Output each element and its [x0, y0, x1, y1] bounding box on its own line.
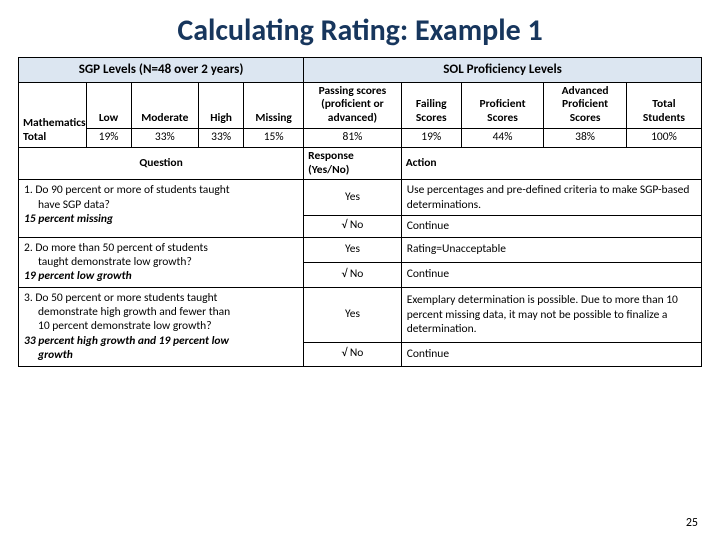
sol-col-proficient: Proficient Scores — [461, 82, 544, 128]
q3-text: 3. Do 50 percent or more students taught… — [19, 287, 304, 366]
sol-col-advanced: Advanced Proficient Scores — [544, 82, 627, 128]
q1-text: 1. Do 90 percent or more of students tau… — [19, 180, 304, 237]
sol-col-total: Total Students — [626, 82, 701, 128]
sgp-val-missing: 15% — [244, 128, 304, 147]
col-header-row: Mathematics Total Low Moderate High Miss… — [19, 82, 702, 128]
q3-line3: 10 percent demonstrate low growth? — [24, 319, 298, 333]
q2-no-action: Continue — [401, 262, 701, 287]
q2-yes-action: Rating=Unacceptable — [401, 237, 701, 262]
q3-line1: 3. Do 50 percent or more students taught — [24, 291, 298, 305]
q3-no: √ No — [304, 342, 402, 366]
sol-val-advanced: 38% — [544, 128, 627, 147]
sol-col-failing: Failing Scores — [401, 82, 461, 128]
row-label: Mathematics Total — [19, 82, 87, 147]
q2-no: √ No — [304, 262, 402, 287]
sgp-header: SGP Levels (N=48 over 2 years) — [19, 58, 304, 83]
q3-yes: Yes — [304, 287, 402, 342]
q2-text: 2. Do more than 50 percent of students t… — [19, 237, 304, 287]
sgp-col-high: High — [199, 82, 244, 128]
sol-col-passing: Passing scores (proficient or advanced) — [304, 82, 402, 128]
sol-val-total: 100% — [626, 128, 701, 147]
sgp-col-moderate: Moderate — [131, 82, 199, 128]
sol-header: SOL Proficiency Levels — [304, 58, 702, 83]
value-row: 19% 33% 33% 15% 81% 19% 44% 38% 100% — [19, 128, 702, 147]
q3-note1: 33 percent high growth and 19 percent lo… — [24, 334, 229, 348]
q2-line2: taught demonstrate low growth? — [24, 255, 298, 269]
sol-val-proficient: 44% — [461, 128, 544, 147]
sgp-col-missing: Missing — [244, 82, 304, 128]
header-row: SGP Levels (N=48 over 2 years) SOL Profi… — [19, 58, 702, 83]
data-table: SGP Levels (N=48 over 2 years) SOL Profi… — [18, 57, 702, 367]
q3-yes-row: 3. Do 50 percent or more students taught… — [19, 287, 702, 342]
q1-yes: Yes — [304, 180, 402, 216]
q3-yes-action: Exemplary determination is possible. Due… — [401, 287, 701, 342]
q1-line2: have SGP data? — [24, 198, 298, 212]
question-header-row: Question Response (Yes/No) Action — [19, 147, 702, 180]
q3-line2: demonstrate high growth and fewer than — [24, 305, 298, 319]
q3-note2: growth — [24, 348, 298, 362]
q1-no-action: Continue — [401, 216, 701, 237]
q1-note: 15 percent missing — [24, 212, 113, 226]
sgp-val-high: 33% — [199, 128, 244, 147]
q2-yes: Yes — [304, 237, 402, 262]
q3-no-action: Continue — [401, 342, 701, 366]
q1-yes-action: Use percentages and pre-defined criteria… — [401, 180, 701, 216]
sol-val-passing: 81% — [304, 128, 402, 147]
sgp-val-low: 19% — [86, 128, 131, 147]
q2-note: 19 percent low growth — [24, 269, 132, 283]
page-number: 25 — [686, 516, 698, 530]
q1-yes-row: 1. Do 90 percent or more of students tau… — [19, 180, 702, 216]
sgp-val-moderate: 33% — [131, 128, 199, 147]
q2-yes-row: 2. Do more than 50 percent of students t… — [19, 237, 702, 262]
q2-line1: 2. Do more than 50 percent of students — [24, 241, 298, 255]
page-title: Calculating Rating: Example 1 — [18, 12, 702, 49]
q1-line1: 1. Do 90 percent or more of students tau… — [24, 183, 298, 197]
question-label: Question — [19, 147, 304, 180]
action-label: Action — [401, 147, 701, 180]
sol-val-failing: 19% — [401, 128, 461, 147]
q1-no: √ No — [304, 216, 402, 237]
response-label: Response (Yes/No) — [304, 147, 402, 180]
sgp-col-low: Low — [86, 82, 131, 128]
